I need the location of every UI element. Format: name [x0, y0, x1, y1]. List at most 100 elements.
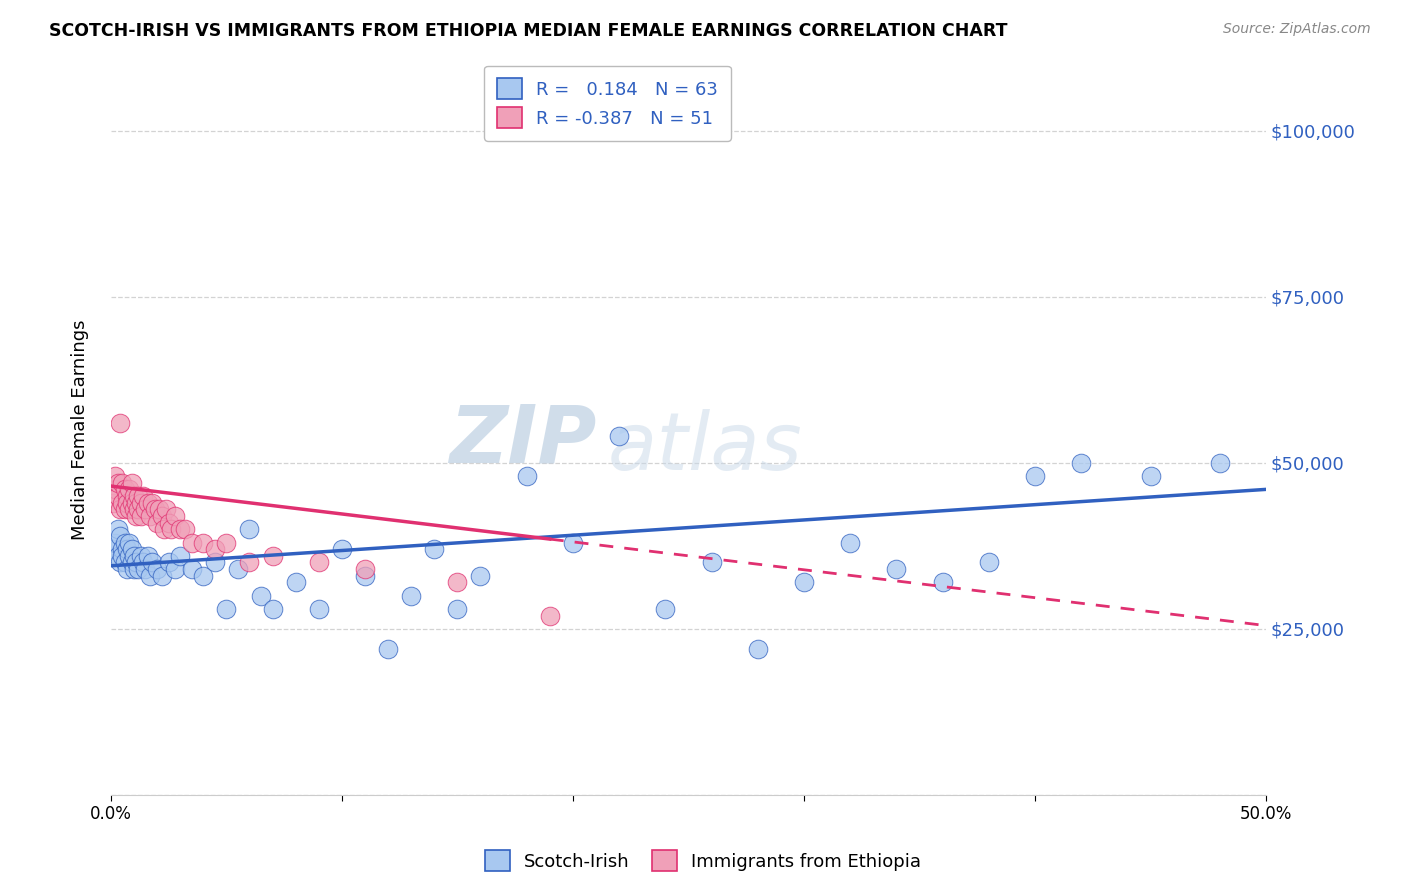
- Point: [101, 542, 124, 557]
- Point: [193, 568, 215, 582]
- Point: [107, 475, 129, 490]
- Point: [122, 549, 145, 563]
- Point: [129, 508, 152, 523]
- Text: Source: ZipAtlas.com: Source: ZipAtlas.com: [1223, 22, 1371, 37]
- Point: [160, 522, 183, 536]
- Point: [308, 556, 330, 570]
- Point: [115, 562, 138, 576]
- Point: [977, 556, 1000, 570]
- Point: [121, 542, 143, 557]
- Point: [173, 522, 195, 536]
- Point: [111, 549, 134, 563]
- Point: [141, 556, 163, 570]
- Point: [262, 602, 284, 616]
- Point: [118, 502, 141, 516]
- Point: [153, 522, 176, 536]
- Point: [111, 475, 134, 490]
- Point: [262, 549, 284, 563]
- Point: [165, 562, 187, 576]
- Point: [470, 568, 492, 582]
- Point: [104, 483, 127, 497]
- Point: [204, 556, 226, 570]
- Point: [747, 641, 769, 656]
- Point: [180, 562, 202, 576]
- Point: [165, 508, 187, 523]
- Point: [155, 502, 177, 516]
- Text: SCOTCH-IRISH VS IMMIGRANTS FROM ETHIOPIA MEDIAN FEMALE EARNINGS CORRELATION CHAR: SCOTCH-IRISH VS IMMIGRANTS FROM ETHIOPIA…: [49, 22, 1008, 40]
- Point: [101, 496, 124, 510]
- Y-axis label: Median Female Earnings: Median Female Earnings: [72, 319, 89, 540]
- Point: [516, 469, 538, 483]
- Point: [111, 496, 134, 510]
- Point: [114, 483, 136, 497]
- Point: [308, 602, 330, 616]
- Point: [122, 489, 145, 503]
- Point: [104, 469, 127, 483]
- Point: [139, 508, 162, 523]
- Point: [108, 502, 131, 516]
- Point: [108, 416, 131, 430]
- Point: [136, 496, 159, 510]
- Point: [169, 522, 191, 536]
- Legend: Scotch-Irish, Immigrants from Ethiopia: Scotch-Irish, Immigrants from Ethiopia: [478, 843, 928, 879]
- Point: [139, 568, 162, 582]
- Point: [107, 522, 129, 536]
- Point: [111, 542, 134, 557]
- Point: [108, 556, 131, 570]
- Point: [121, 556, 143, 570]
- Point: [128, 502, 150, 516]
- Point: [238, 522, 260, 536]
- Point: [114, 535, 136, 549]
- Point: [125, 496, 148, 510]
- Point: [215, 602, 238, 616]
- Legend: R =   0.184   N = 63, R = -0.387   N = 51: R = 0.184 N = 63, R = -0.387 N = 51: [484, 66, 731, 141]
- Point: [354, 562, 377, 576]
- Point: [399, 589, 422, 603]
- Point: [104, 535, 127, 549]
- Point: [886, 562, 908, 576]
- Point: [122, 502, 145, 516]
- Point: [204, 542, 226, 557]
- Point: [1024, 469, 1046, 483]
- Point: [118, 549, 141, 563]
- Point: [157, 516, 180, 530]
- Point: [793, 575, 815, 590]
- Point: [1209, 456, 1232, 470]
- Point: [132, 489, 155, 503]
- Point: [354, 568, 377, 582]
- Point: [150, 568, 173, 582]
- Point: [125, 556, 148, 570]
- Point: [446, 575, 468, 590]
- Point: [423, 542, 446, 557]
- Point: [446, 602, 468, 616]
- Point: [107, 549, 129, 563]
- Point: [148, 502, 170, 516]
- Point: [129, 496, 152, 510]
- Point: [134, 562, 156, 576]
- Point: [215, 535, 238, 549]
- Point: [141, 496, 163, 510]
- Point: [114, 502, 136, 516]
- Point: [134, 502, 156, 516]
- Point: [146, 562, 169, 576]
- Point: [132, 556, 155, 570]
- Point: [169, 549, 191, 563]
- Point: [180, 535, 202, 549]
- Point: [128, 562, 150, 576]
- Point: [284, 575, 307, 590]
- Point: [146, 516, 169, 530]
- Point: [128, 489, 150, 503]
- Point: [607, 429, 630, 443]
- Point: [118, 483, 141, 497]
- Point: [108, 529, 131, 543]
- Point: [330, 542, 353, 557]
- Point: [125, 508, 148, 523]
- Point: [136, 549, 159, 563]
- Point: [122, 562, 145, 576]
- Point: [121, 475, 143, 490]
- Point: [115, 496, 138, 510]
- Point: [377, 641, 399, 656]
- Text: atlas: atlas: [607, 409, 803, 487]
- Point: [115, 542, 138, 557]
- Point: [143, 502, 166, 516]
